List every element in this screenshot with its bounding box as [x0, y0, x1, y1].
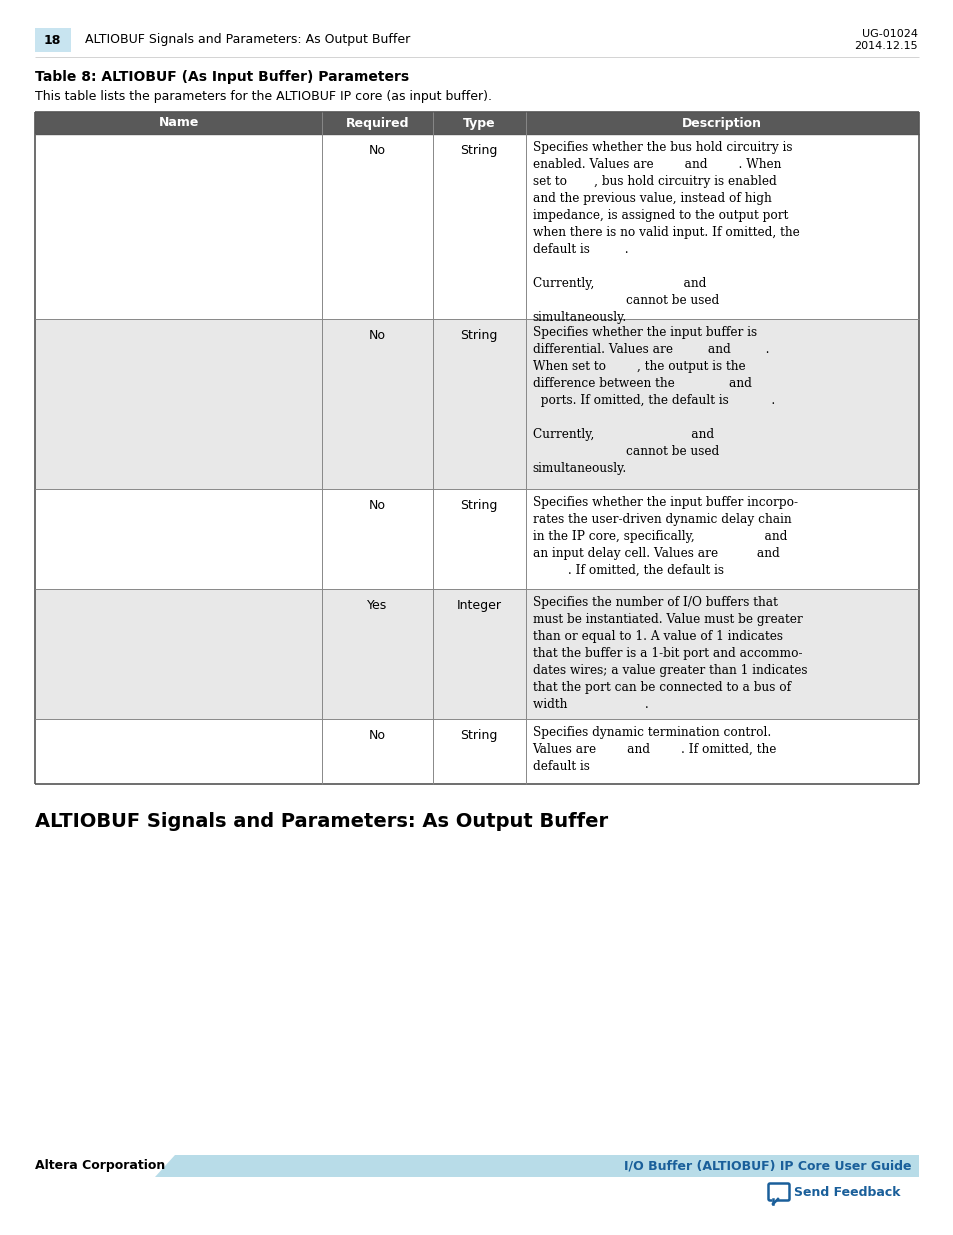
- Text: Table 8: ALTIOBUF (As Input Buffer) Parameters: Table 8: ALTIOBUF (As Input Buffer) Para…: [35, 70, 409, 84]
- Text: Specifies whether the input buffer is
differential. Values are         and      : Specifies whether the input buffer is di…: [532, 326, 774, 475]
- Text: Description: Description: [681, 116, 761, 130]
- Text: Yes: Yes: [367, 599, 387, 613]
- Bar: [35, 135, 918, 319]
- Text: Type: Type: [462, 116, 495, 130]
- Bar: [35, 319, 918, 489]
- Bar: [35, 719, 918, 784]
- Text: Altera Corporation: Altera Corporation: [35, 1160, 165, 1172]
- Bar: [35, 28, 71, 52]
- Text: No: No: [369, 729, 386, 742]
- Text: String: String: [460, 729, 497, 742]
- Text: 18: 18: [44, 33, 61, 47]
- Text: Specifies the number of I/O buffers that
must be instantiated. Value must be gre: Specifies the number of I/O buffers that…: [532, 597, 806, 711]
- Text: No: No: [369, 329, 386, 342]
- Text: Integer: Integer: [456, 599, 501, 613]
- Text: Specifies dynamic termination control.
Values are        and        . If omitted: Specifies dynamic termination control. V…: [532, 726, 776, 773]
- Text: String: String: [460, 499, 497, 513]
- Text: This table lists the parameters for the ALTIOBUF IP core (as input buffer).: This table lists the parameters for the …: [35, 90, 492, 103]
- Bar: [35, 112, 918, 135]
- Text: 2014.12.15: 2014.12.15: [854, 41, 917, 51]
- Polygon shape: [154, 1155, 918, 1177]
- Text: ALTIOBUF Signals and Parameters: As Output Buffer: ALTIOBUF Signals and Parameters: As Outp…: [35, 811, 607, 831]
- Text: Specifies whether the input buffer incorpo-
rates the user-driven dynamic delay : Specifies whether the input buffer incor…: [532, 496, 797, 577]
- Text: ALTIOBUF Signals and Parameters: As Output Buffer: ALTIOBUF Signals and Parameters: As Outp…: [85, 33, 410, 47]
- Text: I/O Buffer (ALTIOBUF) IP Core User Guide: I/O Buffer (ALTIOBUF) IP Core User Guide: [624, 1160, 911, 1172]
- Text: No: No: [369, 144, 386, 157]
- Text: Required: Required: [345, 116, 409, 130]
- Text: Send Feedback: Send Feedback: [793, 1187, 900, 1199]
- Text: String: String: [460, 144, 497, 157]
- Text: Specifies whether the bus hold circuitry is
enabled. Values are        and      : Specifies whether the bus hold circuitry…: [532, 141, 799, 324]
- Text: Name: Name: [158, 116, 198, 130]
- Bar: [35, 589, 918, 719]
- Text: No: No: [369, 499, 386, 513]
- Text: String: String: [460, 329, 497, 342]
- Polygon shape: [772, 1199, 778, 1204]
- Text: UG-01024: UG-01024: [862, 28, 917, 40]
- Bar: [35, 489, 918, 589]
